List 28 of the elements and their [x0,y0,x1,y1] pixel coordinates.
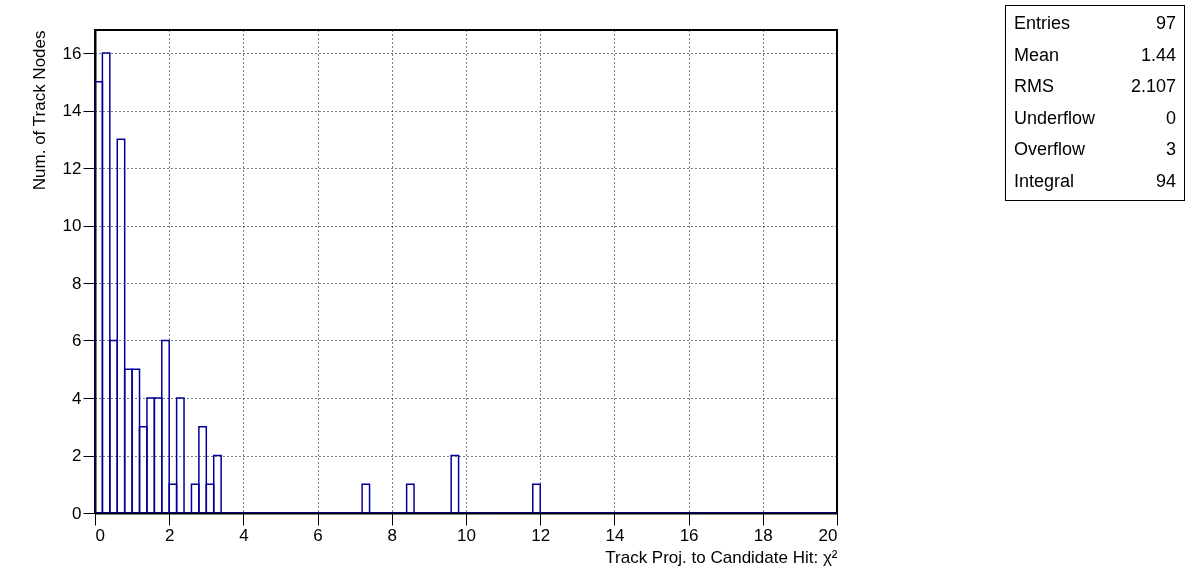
x-tick-label: 4 [239,525,249,545]
x-tick-label: 2 [164,525,175,545]
text: Underflow 0 [1014,107,1176,128]
x-tick-label: 20 [818,525,838,545]
y-tick-label: 0 [72,503,82,523]
x-tick-label: 10 [457,525,476,545]
text: Entries 97 [1014,13,1176,33]
text: Overflow 3 [1014,139,1176,160]
x-tick-label: 18 [753,525,773,545]
y-tick-label: 14 [62,101,82,120]
x-tick-label: 14 [605,525,625,545]
text: RMS 2.107 [1014,76,1176,97]
x-tick-label: 12 [531,525,551,545]
y-tick-label: 6 [72,331,82,350]
x-tick-label: 6 [313,525,323,545]
x-axis-title: Track Proj. to Candidate Hit: χ² [605,547,838,567]
y-tick-label: 8 [72,273,82,293]
y-tick-label: 12 [62,158,82,178]
y-tick-label: 4 [72,388,82,408]
x-tick-label: 8 [387,525,398,545]
x-tick-label: 0 [95,525,105,545]
y-tick-label: 10 [62,216,82,235]
text: Mean 1.44 [1014,44,1176,65]
y-tick-label: 2 [72,446,82,465]
text: Integral 94 [1014,170,1176,191]
y-tick-label: 16 [62,43,82,63]
x-tick-label: 16 [679,525,699,545]
y-axis-title: Num. of Track Nodes [29,30,49,191]
